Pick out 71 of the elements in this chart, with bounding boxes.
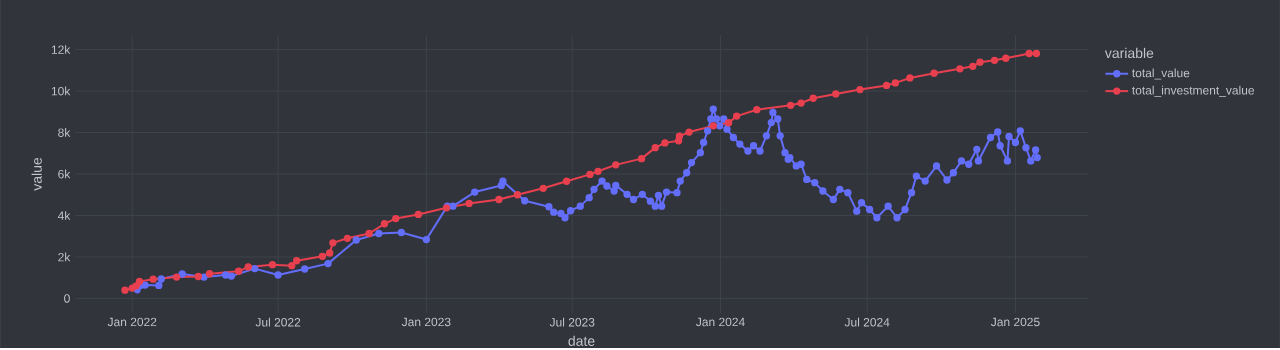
point: [292, 256, 301, 265]
point: [539, 184, 547, 192]
x-tick-label: Jul 2023: [549, 317, 595, 327]
y-tick-label: 6k: [58, 169, 71, 179]
y-tick-label: 10k: [51, 86, 71, 96]
point: [414, 210, 422, 218]
point: [651, 143, 659, 152]
y-tick-label: 4k: [57, 210, 71, 220]
point: [135, 277, 144, 285]
point: [495, 195, 503, 203]
point: [685, 128, 693, 136]
point: [882, 81, 891, 89]
point: [675, 132, 684, 140]
y-axis-title: value: [31, 157, 42, 191]
point: [343, 234, 352, 242]
point: [594, 167, 602, 175]
point: [392, 214, 400, 223]
point: [732, 112, 741, 120]
point: [318, 252, 327, 260]
y-tick-label: 2k: [58, 252, 71, 262]
x-tick-label: Jan 2023: [401, 317, 451, 327]
point: [586, 170, 594, 178]
x-tick-label: Jan 2022: [107, 317, 157, 327]
point: [288, 261, 296, 270]
point: [234, 267, 243, 275]
point: [513, 190, 522, 199]
point: [205, 269, 214, 278]
x-tick-label: Jul 2022: [255, 317, 301, 327]
point: [891, 79, 900, 87]
point: [930, 69, 938, 77]
point: [380, 219, 389, 228]
x-axis-title: date: [568, 335, 595, 346]
point: [326, 249, 334, 257]
point: [976, 58, 984, 66]
legend-label: total_value: [1132, 68, 1190, 80]
point: [990, 56, 999, 64]
y-tick-label: 12k: [51, 44, 71, 54]
point: [1002, 54, 1010, 62]
point: [786, 101, 795, 109]
x-tick-label: Jul 2024: [844, 317, 890, 327]
point: [329, 239, 337, 247]
legend-label: total_investment_value: [1132, 85, 1255, 97]
point: [1025, 49, 1033, 57]
point: [612, 161, 620, 169]
point: [956, 64, 964, 73]
point: [724, 118, 733, 127]
y-tick-label: 0: [64, 294, 70, 303]
point: [149, 275, 157, 283]
x-tick-label: Jan 2025: [990, 317, 1040, 327]
point: [121, 286, 129, 294]
point: [709, 122, 717, 130]
point: [268, 260, 277, 269]
point: [637, 154, 646, 163]
legend-title: variable: [1104, 47, 1154, 58]
point: [832, 90, 840, 98]
point: [856, 85, 864, 94]
point: [753, 105, 761, 114]
point: [465, 199, 473, 207]
x-tick-label: Jan 2024: [696, 317, 745, 327]
point: [797, 99, 805, 107]
point: [906, 74, 914, 82]
point: [661, 139, 669, 147]
point: [172, 273, 181, 281]
point: [562, 177, 571, 185]
point: [809, 94, 817, 102]
point: [969, 62, 977, 70]
point: [194, 272, 202, 280]
point: [244, 263, 252, 271]
point: [365, 229, 373, 238]
y-tick-label: 8k: [58, 127, 71, 137]
point: [1032, 49, 1041, 57]
